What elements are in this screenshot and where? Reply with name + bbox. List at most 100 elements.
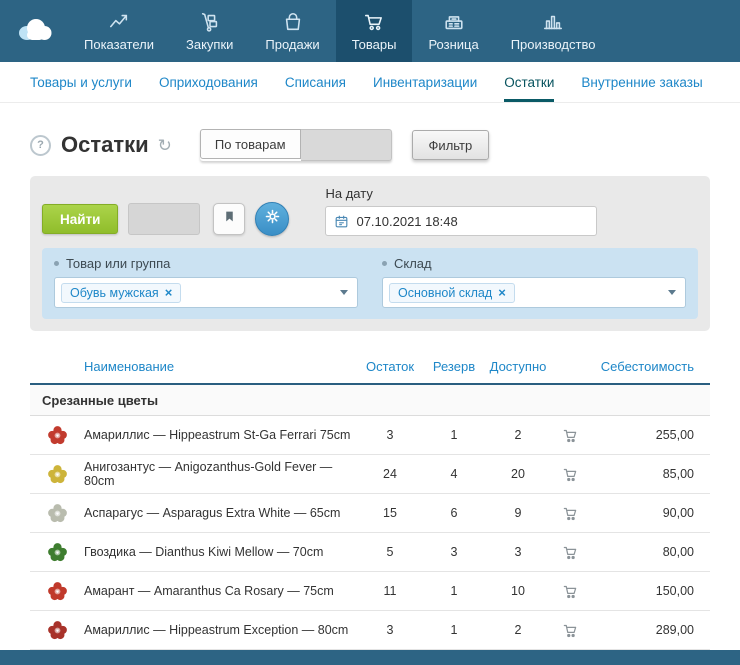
topnav-item-purchases[interactable]: Закупки [170, 0, 249, 62]
product-thumbnail [30, 462, 84, 487]
stock-value: 3 [386, 428, 394, 442]
reserve-value: 1 [450, 623, 458, 637]
chevron-down-icon [340, 290, 348, 295]
table-row: Гвоздика — Dianthus Kiwi Mellow — 70cm 5 3… [30, 533, 710, 572]
product-group-dropdown[interactable]: Обувь мужская × [54, 277, 358, 308]
chip-label: Обувь мужская [70, 285, 159, 300]
topnav-item-sales[interactable]: Продажи [249, 0, 335, 62]
product-name[interactable]: Амариллис — Hippeastrum St-Ga Ferrari 75… [84, 428, 351, 442]
warehouse-dropdown[interactable]: Основной склад × [382, 277, 686, 308]
add-to-cart-icon[interactable] [550, 428, 590, 443]
view-switcher: По товарам [199, 129, 392, 161]
settings-button[interactable] [255, 202, 290, 236]
cost-value: 85,00 [662, 467, 694, 481]
header-name[interactable]: Наименование [84, 358, 175, 374]
reserve-value: 4 [450, 467, 458, 481]
app-logo[interactable] [0, 0, 68, 62]
add-to-cart-icon[interactable] [550, 623, 590, 638]
group-row[interactable]: Срезанные цветы [30, 385, 710, 416]
product-group-label-row: Товар или группа [54, 256, 358, 271]
topnav-label: Продажи [265, 36, 320, 52]
available-value: 3 [514, 545, 522, 559]
date-field-group: На дату 07.10.2021 18:48 [325, 186, 598, 236]
available-value: 20 [511, 467, 525, 481]
product-thumbnail [30, 540, 84, 565]
table-header: Наименование Остаток Резерв Доступно Себ… [30, 349, 710, 385]
topnav-item-goods[interactable]: Товары [335, 0, 413, 62]
product-thumbnail [30, 423, 84, 448]
available-value: 2 [514, 428, 522, 442]
find-button[interactable]: Найти [42, 204, 119, 234]
reserve-value: 1 [450, 584, 458, 598]
add-to-cart-icon[interactable] [550, 467, 590, 482]
table-row: Амариллис — Hippeastrum St-Ga Ferrari 75… [30, 416, 710, 455]
chip-label: Основной склад [398, 285, 493, 300]
add-to-cart-icon[interactable] [550, 545, 590, 560]
reserve-value: 1 [450, 428, 458, 442]
cost-value: 255,00 [655, 428, 694, 442]
topnav-label: Товары [351, 36, 397, 52]
add-to-cart-icon[interactable] [550, 584, 590, 599]
purchases-icon [198, 11, 222, 33]
topnav-label: Розница [428, 36, 479, 52]
filter-button[interactable]: Фильтр [411, 130, 490, 160]
cost-value: 150,00 [655, 584, 694, 598]
available-value: 2 [514, 623, 522, 637]
topnav-item-production[interactable]: Производство [495, 0, 612, 62]
chip-remove-icon[interactable]: × [498, 285, 506, 300]
chip-remove-icon[interactable]: × [164, 285, 173, 300]
header-stock[interactable]: Остаток [365, 358, 415, 374]
header-available[interactable]: Доступно [489, 358, 547, 374]
help-icon[interactable]: ? [30, 134, 51, 156]
reserve-value: 6 [450, 506, 458, 520]
product-name[interactable]: Гвоздика — Dianthus Kiwi Mellow — 70cm [84, 545, 324, 559]
cost-value: 289,00 [655, 623, 694, 637]
subnav-item-stock[interactable]: Остатки [504, 62, 555, 102]
metrics-icon [107, 11, 131, 33]
table-body: Амариллис — Hippeastrum St-Ga Ferrari 75… [30, 416, 710, 650]
subnav-item-writeoffs[interactable]: Списания [284, 74, 346, 90]
placeholder-button[interactable] [128, 203, 201, 235]
subnav-item-receivings[interactable]: Оприходования [158, 74, 258, 90]
stock-value: 24 [383, 467, 397, 481]
date-input[interactable]: 07.10.2021 18:48 [325, 206, 598, 236]
view-tab-placeholder[interactable] [300, 129, 392, 161]
header-cost[interactable]: Себестоимость [600, 358, 694, 374]
table-row: Анигозантус — Anigozanthus-Gold Fever — … [30, 455, 710, 494]
available-value: 9 [514, 506, 522, 520]
bookmark-button[interactable] [213, 203, 246, 235]
date-value: 07.10.2021 18:48 [356, 213, 458, 229]
topnav-item-retail[interactable]: Розница [412, 0, 494, 62]
product-group-filter: Товар или группа Обувь мужская × [54, 256, 358, 308]
bullet-icon [54, 261, 59, 266]
product-name[interactable]: Анигозантус — Anigozanthus-Gold Fever — … [84, 460, 333, 488]
product-thumbnail [30, 501, 84, 526]
product-group-label: Товар или группа [66, 256, 171, 271]
group-name: Срезанные цветы [42, 392, 159, 408]
add-to-cart-icon[interactable] [550, 506, 590, 521]
stock-table: Наименование Остаток Резерв Доступно Себ… [30, 349, 710, 650]
topnav-item-metrics[interactable]: Показатели [68, 0, 170, 62]
product-name[interactable]: Аспарагус — Asparagus Extra White — 65cm [84, 506, 341, 520]
subnav-item-inventories[interactable]: Инвентаризации [373, 74, 478, 90]
product-group-chip: Обувь мужская × [61, 282, 182, 303]
refresh-icon[interactable]: ↻ [157, 135, 172, 155]
subnav-item-internal-orders[interactable]: Внутренние заказы [581, 74, 703, 90]
view-tab-by-products[interactable]: По товарам [199, 129, 301, 159]
bullet-icon [382, 261, 387, 266]
chevron-down-icon [668, 290, 676, 295]
sub-navigation: Товары и услуги Оприходования Списания И… [0, 62, 740, 103]
warehouse-chip: Основной склад × [389, 282, 515, 303]
product-name[interactable]: Амарант — Amaranthus Ca Rosary — 75cm [84, 584, 334, 598]
filter-actions: Найти [42, 202, 290, 236]
bookmark-icon [223, 209, 236, 229]
topnav-label: Производство [510, 36, 596, 52]
table-row: Амариллис — Hippeastrum Exception — 80cm… [30, 611, 710, 650]
warehouse-label-row: Склад [382, 256, 686, 271]
header-reserve[interactable]: Резерв [432, 358, 476, 374]
product-name[interactable]: Амариллис — Hippeastrum Exception — 80cm [84, 623, 349, 637]
stock-value: 15 [383, 506, 397, 520]
warehouse-label: Склад [394, 256, 432, 271]
title-row: ? Остатки ↻ По товарам Фильтр [30, 129, 710, 161]
subnav-item-goods-services[interactable]: Товары и услуги [30, 74, 132, 90]
